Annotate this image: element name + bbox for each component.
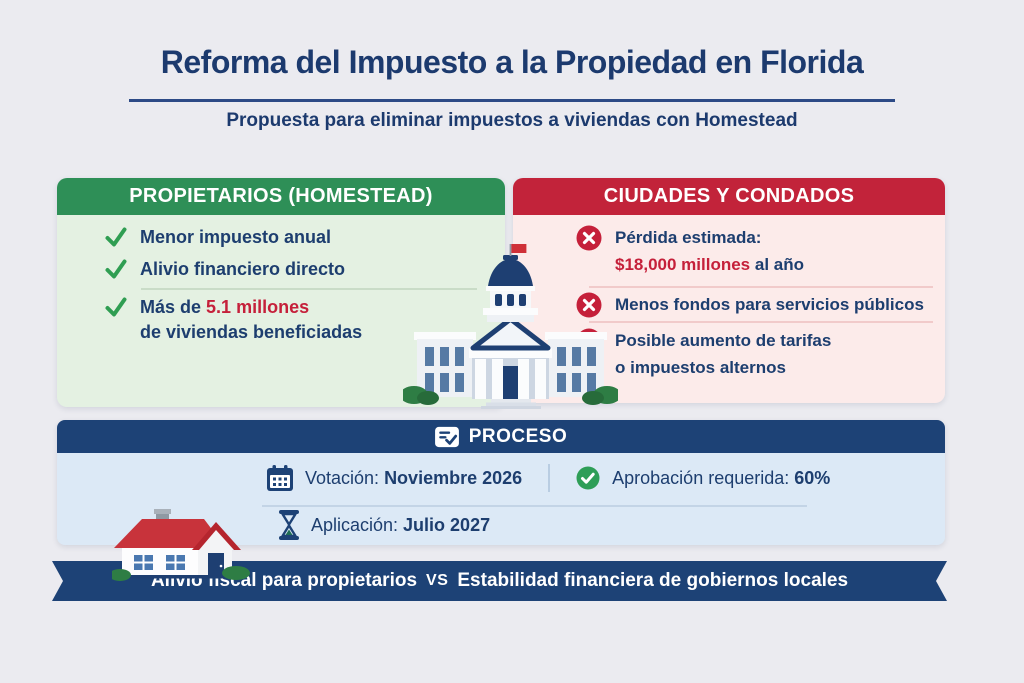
homeowners-item-3-label: Más de 5.1 millones de viviendas benefic… [140,295,362,345]
divider [262,505,807,507]
cities-panel-title: CIUDADES Y CONDADOS [513,178,945,215]
cities-item-3: Posible aumento de tarifas o impuestos al… [576,327,831,381]
banner-vs: VS [426,572,449,589]
banner-right-text: Estabilidad financiera de gobiernos loca… [457,570,849,591]
page-subtitle: Propuesta para eliminar impuestos a vivi… [226,110,798,131]
vote-value: Noviembre 2026 [384,467,523,488]
cross-icon [576,225,602,251]
divider [589,286,933,288]
approval-label: Aprobación requerida: [612,467,790,488]
benefit-prefix: Más de [140,297,202,317]
process-row-1: Votación: Noviembre 2026 Aprobación reque… [267,464,830,492]
left-wing-windows [425,347,464,392]
columns [475,359,546,399]
homeowners-item-1-label: Menor impuesto anual [140,227,332,247]
check-icon [105,259,127,279]
drum-windows [495,294,526,306]
loss-highlight: $18,000 millones [615,255,751,274]
vote-label: Votación: [305,467,380,488]
cities-item-3-line1: Posible aumento de tarifas [615,331,832,350]
homeowners-item-3: Más de 5.1 millones de viviendas benefic… [105,295,362,345]
application-label: Aplicación: [311,514,399,535]
cities-item-2-label: Menos fondos para servicios públicos [615,295,924,314]
approval-value: 60% [794,467,831,488]
process-row-2: Aplicación: Julio 2027 [279,510,490,540]
homeowners-item-2-label: Alivio financiero directo [140,259,346,279]
process-panel: PROCESO Votación: Noviembre 2026 Aprobaci… [57,420,945,545]
cross-icon [576,292,602,318]
homeowners-item-2: Alivio financiero directo [105,257,345,282]
house-illustration [112,509,250,581]
divider [589,321,933,323]
loss-label: Pérdida estimada: [615,228,762,247]
homeowners-item-1: Menor impuesto anual [105,225,331,250]
flag [511,244,527,253]
divider [141,288,477,290]
application-item: Aplicación: Julio 2027 [311,515,490,536]
calendar-icon [267,464,293,491]
loss-suffix: al año [750,255,804,274]
cities-item-2: Menos fondos para servicios públicos [576,291,924,318]
right-wing-windows [557,347,596,392]
check-icon [105,227,127,247]
house-windows [134,555,185,570]
process-title: PROCESO [468,425,568,447]
homeowners-panel-title: PROPIETARIOS (HOMESTEAD) [57,178,505,215]
cities-item-3-line2: o impuestos alternos [615,358,786,377]
capitol-illustration [403,244,618,409]
benefit-line2: de viviendas beneficiadas [140,322,363,342]
approval-item: Aprobación requerida: 60% [612,468,830,489]
ballot-icon [434,426,459,447]
summary-banner: Alivio fiscal para propietarios VS Estab… [52,561,947,601]
title-underline [129,99,895,102]
homeowners-panel: PROPIETARIOS (HOMESTEAD) Menor impuesto … [57,178,505,581]
cities-item-1: Pérdida estimada: $18,000 millones al año [576,224,804,278]
benefit-highlight: 5.1 millones [206,297,310,317]
application-value: Julio 2027 [403,514,491,535]
approval-check-icon [576,466,600,490]
vote-item: Votación: Noviembre 2026 [305,468,522,489]
hourglass-icon [279,510,299,540]
cities-item-1-label: Pérdida estimada: $18,000 millones al año [615,224,804,278]
process-header: PROCESO [57,420,945,453]
cities-item-3-label: Posible aumento de tarifas o impuestos al… [615,327,831,381]
divider [548,464,551,492]
check-icon [105,297,127,317]
page-title: Reforma del Impuesto a la Propiedad en F… [160,44,864,80]
